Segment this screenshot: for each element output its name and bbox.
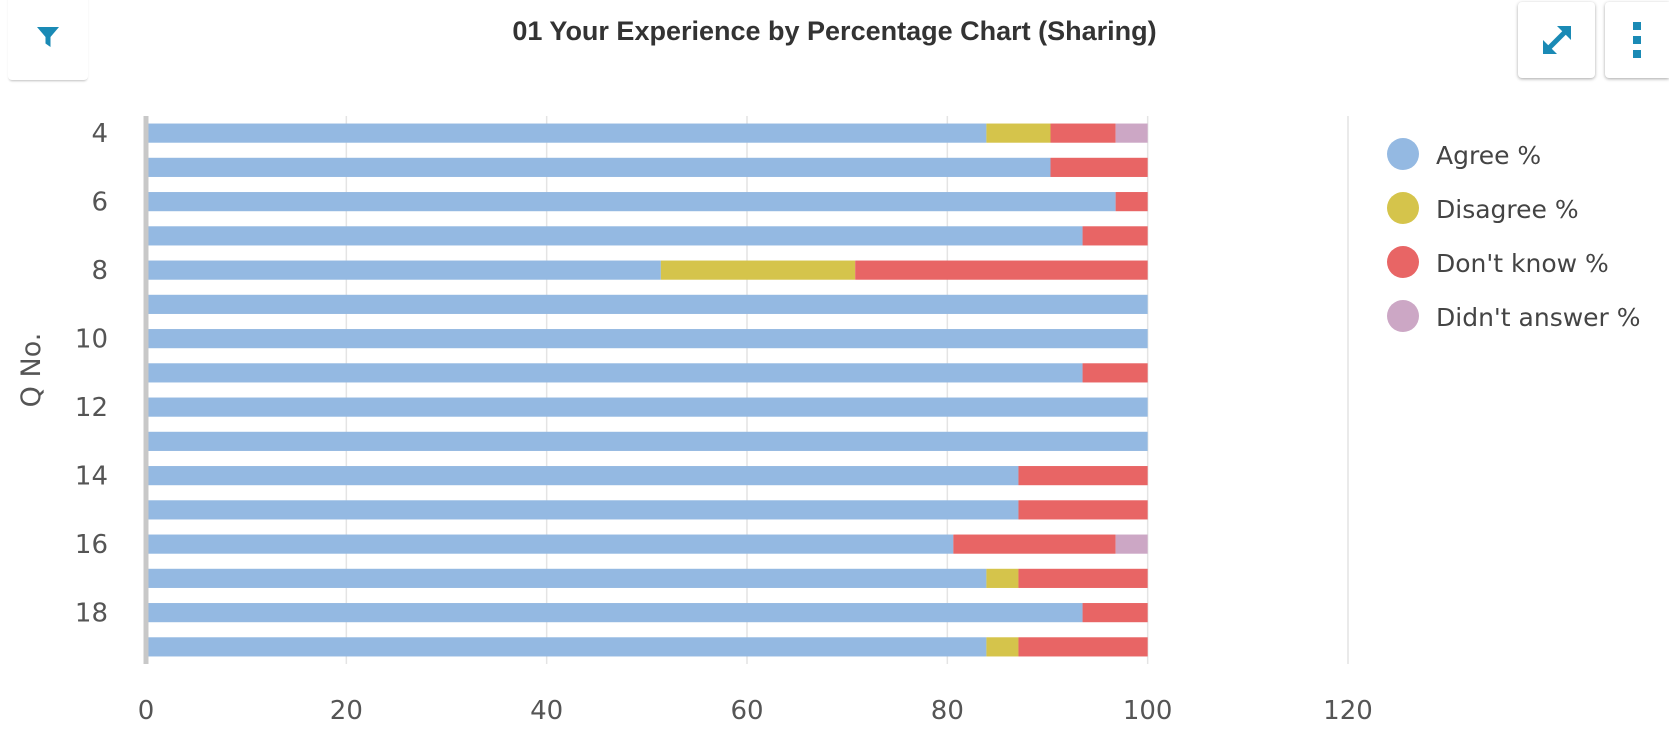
bar-segment[interactable] [855,260,1148,280]
bar-segment[interactable] [1018,466,1148,486]
bar-segment[interactable] [146,466,1019,486]
legend-item[interactable]: Disagree % [1387,192,1579,224]
bar-segment[interactable] [986,568,1019,588]
y-tick-label: 8 [91,256,108,286]
legend-item[interactable]: Didn't answer % [1387,300,1641,332]
legend-item[interactable]: Agree % [1387,138,1541,170]
legend-label: Don't know % [1436,249,1609,278]
bar-segment[interactable] [1115,534,1148,554]
bar-segment[interactable] [146,363,1083,383]
x-tick-label: 0 [138,696,155,726]
legend-label: Agree % [1436,141,1541,170]
legend-label: Disagree % [1436,195,1579,224]
bar-segment[interactable] [1082,603,1148,623]
bar-segment[interactable] [146,397,1148,417]
legend: Agree % Disagree % Don't know % Didn't answ… [1387,138,1641,332]
bar-segment[interactable] [1018,637,1148,657]
legend-label: Didn't answer % [1436,303,1641,332]
bar-segment[interactable] [986,123,1051,143]
bar-segment[interactable] [1018,500,1148,520]
y-tick-label: 14 [75,462,108,492]
legend-item[interactable]: Don't know % [1387,246,1609,278]
x-tick-label: 60 [730,696,763,726]
bar-segment[interactable] [146,568,987,588]
bar-segment[interactable] [1018,568,1148,588]
bar-segment[interactable] [1115,123,1148,143]
x-tick-label: 20 [330,696,363,726]
more-options-button[interactable] [1605,2,1669,78]
axes: 0 20 40 60 80 100 120 4 6 8 10 12 14 16 18 [75,116,1373,726]
filter-icon [37,27,59,47]
bar-segment[interactable] [146,192,1116,212]
y-tick-label: 10 [75,325,108,355]
bar-segment[interactable] [146,637,987,657]
legend-marker [1387,246,1419,278]
bar-segment[interactable] [146,534,954,554]
bar-segment[interactable] [1082,363,1148,383]
bar-segment[interactable] [986,637,1019,657]
vertical-dots-icon [1633,22,1641,58]
bar-segment[interactable] [1115,192,1148,212]
y-tick-label: 16 [75,530,108,560]
y-tick-label: 4 [91,119,108,149]
bar-segment[interactable] [1050,123,1116,143]
bar-segment[interactable] [146,123,987,143]
bar-segment[interactable] [146,500,1019,520]
x-tick-label: 100 [1123,696,1173,726]
legend-marker [1387,300,1419,332]
bar-segment[interactable] [146,226,1083,246]
bar-segment[interactable] [1050,157,1148,177]
legend-marker [1387,138,1419,170]
bar-segment[interactable] [146,157,1051,177]
x-tick-label: 40 [530,696,563,726]
bar-segment[interactable] [146,294,1148,314]
bar-segment[interactable] [953,534,1116,554]
bar-segment[interactable] [146,431,1148,451]
y-axis-title: Q No. [16,333,47,408]
bar-segment[interactable] [1082,226,1148,246]
legend-marker [1387,192,1419,224]
expand-button[interactable] [1518,2,1595,78]
bar-segment[interactable] [146,603,1083,623]
x-tick-label: 120 [1323,696,1373,726]
expand-arrows-icon [1542,26,1571,54]
filter-button[interactable] [8,0,88,80]
y-tick-label: 12 [75,393,108,423]
bars [146,123,1148,657]
y-tick-label: 18 [75,599,108,629]
bar-segment[interactable] [660,260,856,280]
bar-segment[interactable] [146,329,1148,349]
bar-segment[interactable] [146,260,661,280]
x-tick-label: 80 [931,696,964,726]
y-tick-label: 6 [91,188,108,218]
